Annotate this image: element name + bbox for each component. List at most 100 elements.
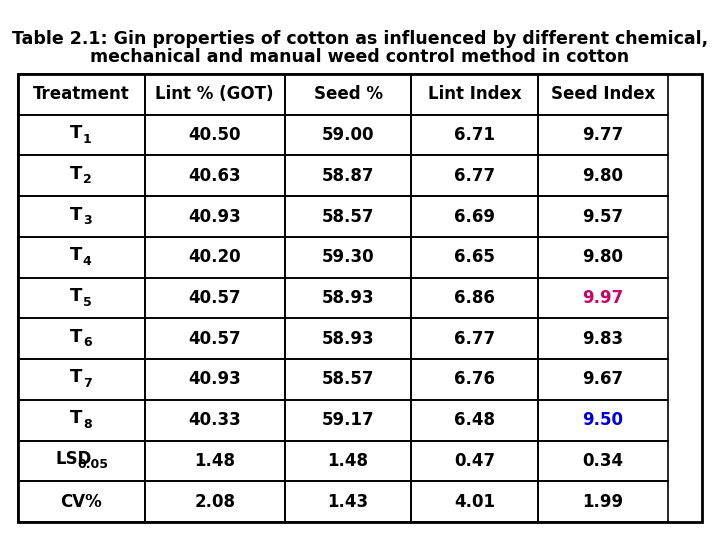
Bar xyxy=(538,278,668,319)
Bar xyxy=(285,74,411,114)
Text: 40.93: 40.93 xyxy=(188,207,241,226)
Bar xyxy=(145,400,285,441)
Bar xyxy=(145,441,285,481)
Text: 6.77: 6.77 xyxy=(454,330,495,348)
Text: 6.71: 6.71 xyxy=(454,126,495,144)
Text: 7: 7 xyxy=(83,377,91,390)
Text: 6.86: 6.86 xyxy=(454,289,495,307)
Bar xyxy=(411,359,538,400)
Bar xyxy=(285,196,411,237)
Text: 58.93: 58.93 xyxy=(322,330,374,348)
Bar xyxy=(18,400,145,441)
Bar xyxy=(145,237,285,278)
Text: 9.57: 9.57 xyxy=(582,207,624,226)
Bar xyxy=(411,74,538,114)
Text: 1.48: 1.48 xyxy=(194,452,235,470)
Text: 9.67: 9.67 xyxy=(582,370,624,388)
Bar xyxy=(18,74,702,522)
Text: 8: 8 xyxy=(83,417,91,431)
Bar xyxy=(145,278,285,319)
Bar xyxy=(285,481,411,522)
Bar xyxy=(145,114,285,156)
Text: 6.69: 6.69 xyxy=(454,207,495,226)
Text: 58.57: 58.57 xyxy=(322,370,374,388)
Text: 1.99: 1.99 xyxy=(582,492,624,511)
Bar xyxy=(411,196,538,237)
Bar xyxy=(18,74,145,114)
Bar xyxy=(145,319,285,359)
Text: 3: 3 xyxy=(83,214,91,227)
Bar xyxy=(411,441,538,481)
Text: T: T xyxy=(70,124,83,142)
Bar xyxy=(145,74,285,114)
Text: 1: 1 xyxy=(83,133,91,146)
Text: Table 2.1: Gin properties of cotton as influenced by different chemical,: Table 2.1: Gin properties of cotton as i… xyxy=(12,30,708,48)
Bar xyxy=(18,481,145,522)
Bar xyxy=(285,156,411,196)
Text: 6.48: 6.48 xyxy=(454,411,495,429)
Bar xyxy=(145,196,285,237)
Bar xyxy=(18,278,145,319)
Text: T: T xyxy=(70,368,83,387)
Text: 0.34: 0.34 xyxy=(582,452,624,470)
Bar xyxy=(411,481,538,522)
Text: 2.08: 2.08 xyxy=(194,492,235,511)
Bar xyxy=(145,359,285,400)
Text: 40.63: 40.63 xyxy=(189,167,241,185)
Bar xyxy=(411,156,538,196)
Bar xyxy=(145,156,285,196)
Text: mechanical and manual weed control method in cotton: mechanical and manual weed control metho… xyxy=(91,48,629,66)
Text: 9.97: 9.97 xyxy=(582,289,624,307)
Bar xyxy=(285,114,411,156)
Text: T: T xyxy=(70,287,83,305)
Bar xyxy=(18,319,145,359)
Bar xyxy=(411,319,538,359)
Bar xyxy=(538,400,668,441)
Text: T: T xyxy=(70,165,83,183)
Text: 0.05: 0.05 xyxy=(78,458,109,471)
Text: 59.17: 59.17 xyxy=(322,411,374,429)
Bar xyxy=(285,278,411,319)
Text: 58.93: 58.93 xyxy=(322,289,374,307)
Bar xyxy=(538,319,668,359)
Bar xyxy=(538,481,668,522)
Text: 59.00: 59.00 xyxy=(322,126,374,144)
Text: T: T xyxy=(70,409,83,427)
Text: 40.93: 40.93 xyxy=(188,370,241,388)
Text: Seed Index: Seed Index xyxy=(551,85,655,103)
Text: 6.77: 6.77 xyxy=(454,167,495,185)
Bar xyxy=(145,481,285,522)
Text: 58.57: 58.57 xyxy=(322,207,374,226)
Text: 40.57: 40.57 xyxy=(189,289,241,307)
Bar xyxy=(18,196,145,237)
Text: Lint % (GOT): Lint % (GOT) xyxy=(156,85,274,103)
Bar xyxy=(18,441,145,481)
Text: T: T xyxy=(70,246,83,264)
Bar xyxy=(538,156,668,196)
Text: Seed %: Seed % xyxy=(313,85,382,103)
Text: 59.30: 59.30 xyxy=(322,248,374,266)
Bar xyxy=(285,319,411,359)
Bar xyxy=(285,359,411,400)
Text: 9.80: 9.80 xyxy=(582,167,624,185)
Bar xyxy=(285,400,411,441)
Text: 58.87: 58.87 xyxy=(322,167,374,185)
Text: 40.33: 40.33 xyxy=(188,411,241,429)
Bar xyxy=(18,114,145,156)
Text: 40.20: 40.20 xyxy=(189,248,241,266)
Text: 9.83: 9.83 xyxy=(582,330,624,348)
Bar xyxy=(538,74,668,114)
Text: 5: 5 xyxy=(83,295,91,308)
Bar xyxy=(538,196,668,237)
Text: 9.50: 9.50 xyxy=(582,411,624,429)
Bar xyxy=(538,114,668,156)
Bar xyxy=(285,237,411,278)
Bar xyxy=(411,278,538,319)
Text: 1.48: 1.48 xyxy=(328,452,369,470)
Text: 2: 2 xyxy=(83,173,91,186)
Text: 6.76: 6.76 xyxy=(454,370,495,388)
Text: 0.47: 0.47 xyxy=(454,452,495,470)
Text: 1.43: 1.43 xyxy=(328,492,369,511)
Bar xyxy=(285,441,411,481)
Bar xyxy=(538,359,668,400)
